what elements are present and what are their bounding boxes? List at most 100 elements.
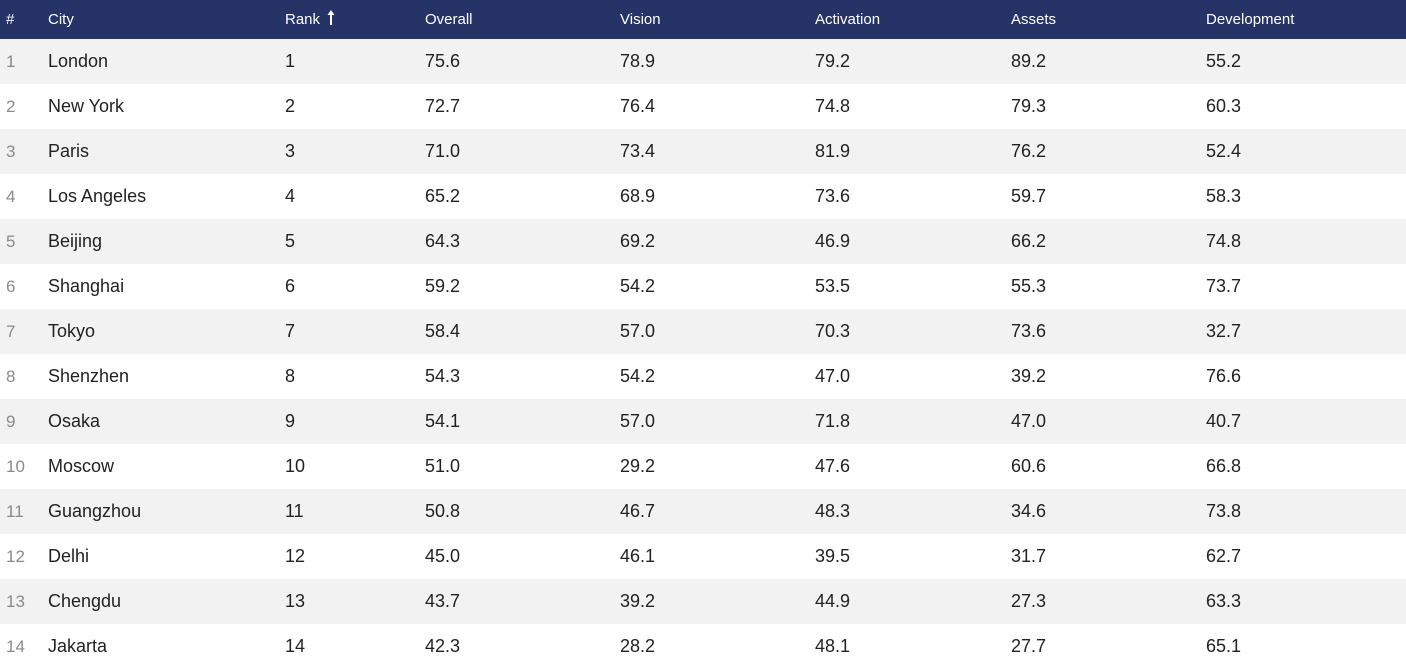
cell-overall: 42.3 xyxy=(425,636,461,656)
cell-activation: 46.9 xyxy=(815,231,851,251)
cell-rank: 12 xyxy=(285,546,306,566)
cell-overall: 64.3 xyxy=(425,231,461,251)
cell-vision: 39.2 xyxy=(620,591,656,611)
cell-overall: 45.0 xyxy=(425,546,461,566)
cell-index: 5 xyxy=(6,232,16,251)
cell-development: 52.4 xyxy=(1206,141,1242,161)
cell-activation: 48.3 xyxy=(815,501,851,521)
cell-index: 8 xyxy=(6,367,16,386)
cell-city: London xyxy=(48,51,109,71)
cell-rank: 9 xyxy=(285,411,296,431)
table-row: 4 Los Angeles 4 65.2 68.9 73.6 59.7 58.3 xyxy=(0,174,1406,219)
cell-rank: 6 xyxy=(285,276,296,296)
cell-development: 73.7 xyxy=(1206,276,1242,296)
cell-assets: 66.2 xyxy=(1011,231,1047,251)
cell-vision: 76.4 xyxy=(620,96,656,116)
cell-overall: 51.0 xyxy=(425,456,461,476)
cell-vision: 73.4 xyxy=(620,141,656,161)
cell-rank: 3 xyxy=(285,141,296,161)
cell-development: 55.2 xyxy=(1206,51,1242,71)
cell-assets: 34.6 xyxy=(1011,501,1047,521)
cell-overall: 75.6 xyxy=(425,51,461,71)
cell-activation: 74.8 xyxy=(815,96,851,116)
cell-city: Delhi xyxy=(48,546,90,566)
cell-overall: 71.0 xyxy=(425,141,461,161)
cell-activation: 47.0 xyxy=(815,366,851,386)
cell-rank: 11 xyxy=(285,501,304,521)
cell-overall: 50.8 xyxy=(425,501,461,521)
column-header-assets[interactable]: Assets xyxy=(1011,11,1057,28)
cell-vision: 78.9 xyxy=(620,51,656,71)
table-row: 8 Shenzhen 8 54.3 54.2 47.0 39.2 76.6 xyxy=(0,354,1406,399)
cell-rank: 7 xyxy=(285,321,296,341)
column-header-overall[interactable]: Overall xyxy=(425,11,473,28)
table-row: 11 Guangzhou 11 50.8 46.7 48.3 34.6 73.8 xyxy=(0,489,1406,534)
cell-activation: 70.3 xyxy=(815,321,851,341)
cell-assets: 31.7 xyxy=(1011,546,1047,566)
cell-index: 7 xyxy=(6,322,16,341)
cell-index: 14 xyxy=(6,637,25,656)
cell-index: 6 xyxy=(6,277,16,296)
cell-overall: 54.1 xyxy=(425,411,461,431)
cell-assets: 27.3 xyxy=(1011,591,1047,611)
cell-city: Chengdu xyxy=(48,591,122,611)
cell-activation: 39.5 xyxy=(815,546,851,566)
cell-city: Shanghai xyxy=(48,276,125,296)
cell-assets: 79.3 xyxy=(1011,96,1047,116)
cell-index: 1 xyxy=(6,52,16,71)
cell-index: 2 xyxy=(6,97,16,116)
cell-index: 4 xyxy=(6,187,16,206)
cell-vision: 69.2 xyxy=(620,231,656,251)
cell-city: Beijing xyxy=(48,231,103,251)
column-header-rank[interactable]: Rank xyxy=(285,0,336,39)
cell-city: Osaka xyxy=(48,411,101,431)
cell-vision: 57.0 xyxy=(620,321,656,341)
cell-city: Shenzhen xyxy=(48,366,130,386)
cell-development: 40.7 xyxy=(1206,411,1242,431)
cell-rank: 5 xyxy=(285,231,296,251)
cell-vision: 46.7 xyxy=(620,501,656,521)
table-row: 2 New York 2 72.7 76.4 74.8 79.3 60.3 xyxy=(0,84,1406,129)
cell-overall: 59.2 xyxy=(425,276,461,296)
cell-city: Los Angeles xyxy=(48,186,147,206)
cell-index: 10 xyxy=(6,457,25,476)
table-header: # City Rank Overall Vision Activation As… xyxy=(0,0,1406,39)
cell-overall: 54.3 xyxy=(425,366,461,386)
table-body: 1 London 1 75.6 78.9 79.2 89.2 55.2 2 New York 2 72… xyxy=(0,39,1406,666)
cell-development: 73.8 xyxy=(1206,501,1242,521)
cell-vision: 54.2 xyxy=(620,276,656,296)
cell-development: 76.6 xyxy=(1206,366,1242,386)
cell-development: 58.3 xyxy=(1206,186,1242,206)
table-row: 7 Tokyo 7 58.4 57.0 70.3 73.6 32.7 xyxy=(0,309,1406,354)
column-header-index[interactable]: # xyxy=(6,11,15,28)
cell-overall: 65.2 xyxy=(425,186,461,206)
cell-development: 62.7 xyxy=(1206,546,1242,566)
cell-rank: 1 xyxy=(285,51,296,71)
table-row: 14 Jakarta 14 42.3 28.2 48.1 27.7 65.1 xyxy=(0,624,1406,666)
cell-overall: 72.7 xyxy=(425,96,461,116)
column-header-vision[interactable]: Vision xyxy=(620,11,661,28)
cell-development: 60.3 xyxy=(1206,96,1242,116)
cell-assets: 27.7 xyxy=(1011,636,1047,656)
cell-city: Tokyo xyxy=(48,321,96,341)
cell-rank: 10 xyxy=(285,456,306,476)
cell-city: Moscow xyxy=(48,456,115,476)
cell-index: 3 xyxy=(6,142,16,161)
cell-vision: 29.2 xyxy=(620,456,656,476)
column-header-development[interactable]: Development xyxy=(1206,11,1295,28)
cell-assets: 55.3 xyxy=(1011,276,1047,296)
column-header-activation[interactable]: Activation xyxy=(815,11,881,28)
cell-activation: 48.1 xyxy=(815,636,851,656)
cell-activation: 53.5 xyxy=(815,276,851,296)
cell-assets: 73.6 xyxy=(1011,321,1047,341)
cell-city: Guangzhou xyxy=(48,501,142,521)
cell-rank: 2 xyxy=(285,96,296,116)
cell-index: 11 xyxy=(6,502,24,521)
cell-vision: 57.0 xyxy=(620,411,656,431)
column-header-rank-label: Rank xyxy=(285,11,321,28)
column-header-city[interactable]: City xyxy=(48,11,74,28)
cell-activation: 81.9 xyxy=(815,141,851,161)
cell-rank: 8 xyxy=(285,366,296,386)
cell-rank: 4 xyxy=(285,186,296,206)
